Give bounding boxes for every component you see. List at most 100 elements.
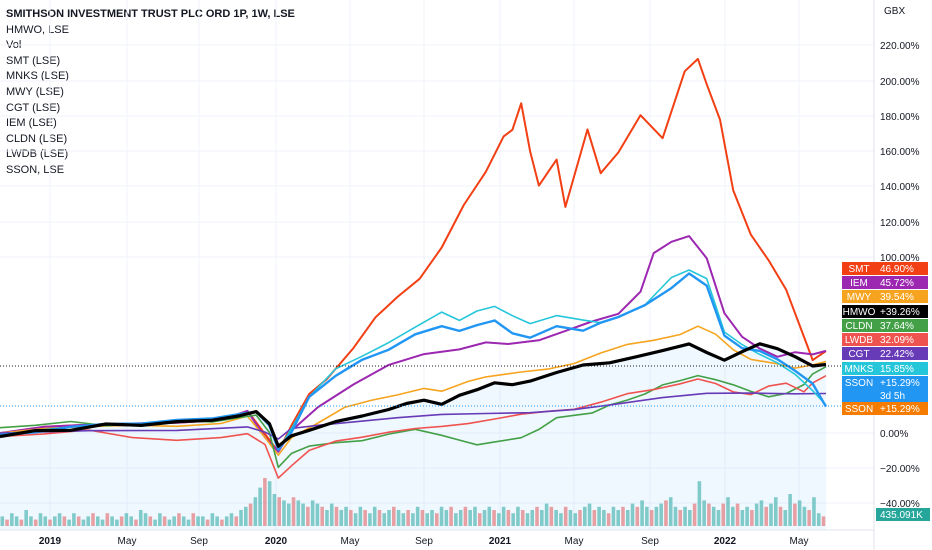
price-label-tag — [842, 376, 876, 402]
volume-bar — [563, 506, 568, 526]
price-label-value: +15.29% — [880, 378, 920, 389]
x-tick-label: May — [790, 536, 809, 547]
volume-bar — [110, 516, 114, 526]
legend-item[interactable]: IEM (LSE) — [6, 117, 57, 130]
volume-bar — [10, 513, 14, 526]
price-label-value-bg — [876, 319, 928, 332]
volume-bar — [463, 506, 468, 526]
volume-bar — [143, 513, 148, 526]
volume-bar — [86, 516, 91, 526]
volume-bar — [306, 506, 310, 526]
volume-bar — [497, 513, 501, 526]
volume-bar — [688, 510, 692, 526]
volume-bar — [645, 506, 649, 526]
volume-bar — [76, 516, 81, 526]
x-tick-label: May — [565, 536, 584, 547]
volume-bar — [392, 506, 396, 526]
x-tick-label: 2021 — [489, 536, 512, 547]
hmwo-area — [0, 345, 826, 530]
volume-bar — [621, 506, 625, 526]
price-label-value-bg — [876, 362, 928, 375]
volume-bar — [62, 516, 67, 526]
volume-bar — [807, 510, 811, 526]
volume-bar — [549, 506, 554, 526]
volume-bar — [258, 487, 262, 526]
volume-bar — [162, 516, 167, 526]
price-label-countdown: 3d 5h — [880, 391, 905, 402]
volume-bar — [788, 494, 792, 526]
volume-bar — [72, 513, 76, 526]
volume-bar — [382, 513, 387, 526]
price-label-tag — [842, 333, 876, 346]
volume-bar — [282, 500, 286, 526]
price-label-value: 15.85% — [880, 364, 914, 375]
volume-bar — [158, 513, 162, 526]
volume-bar — [24, 510, 28, 526]
volume-bar — [138, 510, 143, 526]
volume-bar — [210, 513, 215, 526]
volume-bar — [129, 516, 133, 526]
volume-bar — [468, 510, 472, 526]
volume-bar — [248, 503, 253, 526]
volume-bar — [731, 506, 735, 526]
volume-bar — [148, 516, 153, 526]
y-tick-label: 180.00% — [880, 112, 920, 123]
volume-bar — [582, 506, 587, 526]
price-label-value-bg — [876, 376, 928, 402]
volume-bar — [439, 506, 444, 526]
y-tick-label: −20.00% — [880, 464, 920, 475]
volume-bar — [754, 503, 759, 526]
volume-bar — [764, 506, 769, 526]
series-line-smt — [0, 57, 827, 453]
price-label-value-bg — [876, 262, 928, 275]
y-tick-label: 0.00% — [880, 429, 908, 440]
volume-bar — [368, 513, 372, 526]
volume-bar — [43, 516, 48, 526]
volume-bar — [630, 503, 635, 526]
price-label-value-bg — [876, 402, 928, 415]
volume-bar — [625, 510, 630, 526]
volume-bar — [812, 497, 816, 526]
volume-bar — [29, 516, 33, 526]
volume-bar — [229, 513, 234, 526]
legend-item[interactable]: CGT (LSE) — [6, 101, 61, 114]
volume-bar — [344, 506, 348, 526]
legend-item[interactable]: CLDN (LSE) — [6, 132, 68, 145]
volume-bar — [425, 513, 430, 526]
legend-item[interactable]: HMWO, LSE — [6, 23, 69, 36]
x-tick-label: 2019 — [39, 536, 62, 547]
symbol-title[interactable]: SMITHSON INVESTMENT TRUST PLC ORD 1P, 1W… — [6, 8, 295, 20]
legend-item[interactable]: MWY (LSE) — [6, 85, 64, 98]
series-line-cldn — [0, 365, 827, 469]
legend-item[interactable]: MNKS (LSE) — [6, 70, 69, 83]
volume-bar — [286, 503, 291, 526]
volume-bar — [611, 506, 616, 526]
volume-bar — [540, 510, 544, 526]
volume-bar — [816, 513, 821, 526]
volume-bar — [358, 506, 363, 526]
volume-bar — [115, 519, 119, 526]
volume-bar — [702, 500, 706, 526]
price-label-tag — [842, 402, 876, 415]
volume-bar — [482, 510, 487, 526]
volume-bar — [177, 513, 181, 526]
volume-bar — [492, 510, 496, 526]
volume-bar — [420, 510, 425, 526]
price-label-name: LWDB — [845, 335, 873, 346]
legend-item[interactable]: SMT (LSE) — [6, 54, 61, 67]
x-tick-label: Sep — [415, 536, 433, 547]
price-label-value-bg — [876, 305, 928, 318]
volume-bar — [458, 510, 463, 526]
volume-bar — [215, 516, 219, 526]
x-tick-label: 2020 — [265, 536, 288, 547]
volume-bar — [277, 497, 281, 526]
volume-bar — [57, 513, 62, 526]
volume-bar — [735, 503, 740, 526]
volume-bar — [726, 497, 730, 526]
volume-bar — [14, 516, 19, 526]
volume-bar — [339, 510, 344, 526]
price-label-name: IEM — [850, 278, 868, 289]
volume-bar — [716, 510, 721, 526]
price-label-value-bg — [876, 276, 928, 289]
